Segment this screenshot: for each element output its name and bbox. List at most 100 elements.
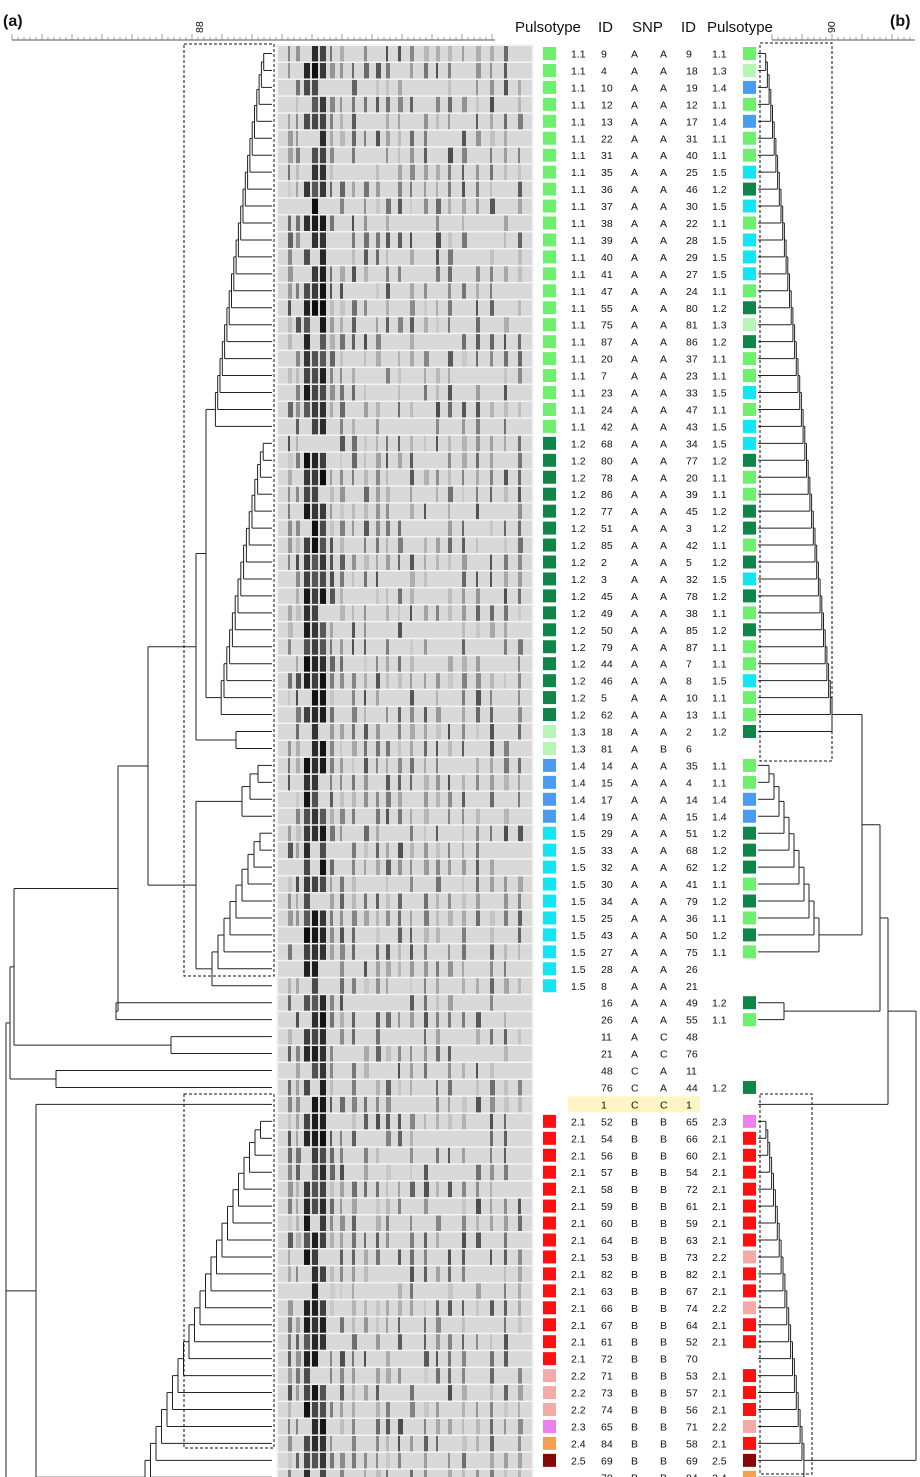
snp-left: A	[631, 930, 638, 942]
snp-left: B	[631, 1354, 638, 1366]
pulsotype-left: 1.1	[571, 65, 586, 77]
id-left: 78	[601, 472, 613, 484]
snp-left: B	[631, 1337, 638, 1349]
snp-left: A	[631, 642, 638, 654]
pulsotype-left: 2.1	[571, 1150, 586, 1162]
id-right: 27	[686, 269, 698, 281]
snp-right: B	[660, 1472, 667, 1477]
gel-lane	[278, 1096, 532, 1113]
id-left: 57	[601, 1167, 613, 1179]
snp-left: A	[631, 388, 638, 400]
gel-lane	[278, 385, 532, 401]
pulsotype-swatch-left	[543, 1250, 556, 1264]
snp-right: A	[660, 489, 667, 501]
snp-left: B	[631, 1269, 638, 1281]
id-right: 63	[686, 1235, 698, 1247]
pulsotype-right: 1.5	[712, 201, 727, 213]
pulsotype-left: 1.5	[571, 879, 586, 891]
pulsotype-left: 1.1	[571, 49, 586, 61]
pulsotype-swatch-right	[743, 1403, 756, 1416]
gel-lane	[278, 808, 532, 825]
pulsotype-left: 1.1	[571, 421, 586, 433]
table-row: 1.2 3 A A 32 1.5	[543, 572, 756, 586]
id-left: 27	[601, 947, 613, 959]
pulsotype-swatch-left	[543, 131, 556, 145]
pulsotype-swatch-right	[743, 775, 756, 789]
id-right: 37	[686, 354, 698, 366]
table-row: 1.5 25 A A 36 1.1	[543, 911, 756, 925]
table-row: 1.1 23 A A 33 1.5	[543, 386, 756, 400]
snp-left: A	[631, 896, 638, 908]
pulsotype-right: 1.2	[712, 930, 727, 942]
pulsotype-left: 2.1	[571, 1116, 586, 1128]
table-row: 1.2 86 A A 39 1.1	[543, 487, 756, 501]
pulsotype-swatch-left	[543, 589, 556, 603]
id-right: 8	[686, 676, 692, 688]
pulsotype-swatch-left	[543, 386, 556, 399]
pulsotype-swatch-left	[543, 1436, 556, 1450]
pulsotype-right: 1.1	[712, 150, 727, 162]
gel-lane	[278, 605, 532, 621]
pulsotype-left: 1.2	[571, 557, 586, 569]
pulsotype-swatch-right	[743, 809, 756, 823]
pulsotype-right: 1.4	[712, 794, 727, 806]
id-right: 41	[686, 879, 698, 891]
snp-left: A	[631, 557, 638, 569]
pulsotype-swatch-left	[543, 487, 556, 501]
table-row: 2.1 53 B B 73 2.2	[543, 1250, 756, 1264]
pulsotype-right: 1.1	[712, 760, 727, 772]
pulsotype-swatch-right	[743, 826, 756, 840]
table-row: 2.5 69 B B 69 2.5	[543, 1453, 756, 1467]
snp-right: A	[660, 354, 667, 366]
pulsotype-right: 1.2	[712, 523, 727, 535]
snp-right: A	[660, 235, 667, 247]
id-right: 80	[686, 303, 698, 315]
snp-left: A	[631, 913, 638, 925]
pulsotype-swatch-right	[743, 114, 756, 128]
snp-left: B	[631, 1303, 638, 1315]
pulsotype-left: 1.2	[571, 676, 586, 688]
gel-lane	[278, 724, 532, 740]
pulsotype-left: 2.1	[571, 1252, 586, 1264]
snp-right: A	[660, 913, 667, 925]
id-left: 82	[601, 1269, 613, 1281]
pulsotype-swatch-left	[543, 470, 556, 484]
id-left: 87	[601, 337, 613, 349]
gel-lane	[278, 774, 532, 791]
snp-right: A	[660, 727, 667, 739]
id-left: 48	[601, 1066, 613, 1078]
id-left: 36	[601, 184, 613, 196]
pulsotype-swatch-right	[743, 623, 756, 637]
snp-left: B	[631, 1133, 638, 1145]
gel-lane	[278, 791, 532, 808]
gel-lane	[278, 418, 532, 435]
snp-right: A	[660, 642, 667, 654]
table-row: 21 A C 76	[601, 1049, 698, 1061]
gel-lane	[278, 656, 532, 672]
pulsotype-swatch-right	[743, 131, 756, 145]
gel-lane	[278, 266, 532, 282]
pulsotype-right: 1.4	[712, 116, 727, 128]
scale-right-label: 90	[826, 21, 838, 33]
pulsotype-swatch-left	[543, 962, 556, 976]
gel-lane	[278, 1215, 532, 1232]
scale-bar-right	[771, 34, 915, 41]
pulsotype-left: 1.1	[571, 150, 586, 162]
id-left: 34	[601, 896, 613, 908]
pulsotype-right: 1.5	[712, 167, 727, 179]
id-left: 63	[601, 1286, 613, 1298]
snp-right: A	[660, 710, 667, 722]
gel-lane	[278, 554, 532, 570]
pulsotype-swatch-right	[743, 436, 756, 450]
pulsotype-swatch-left	[543, 352, 556, 366]
snp-right: B	[660, 1150, 667, 1162]
pulsotype-right: 1.1	[712, 1015, 727, 1027]
pulsotype-left: 1.1	[571, 354, 586, 366]
id-left: 70	[601, 1472, 613, 1477]
snp-right: A	[660, 303, 667, 315]
table-row: 2.1 66 B B 74 2.2	[543, 1301, 756, 1315]
table-row: 2.1 67 B B 64 2.1	[543, 1318, 756, 1332]
table-row: 1.1 42 A A 43 1.5	[543, 419, 756, 433]
pulsotype-swatch-right	[743, 657, 756, 671]
id-right: 87	[686, 642, 698, 654]
